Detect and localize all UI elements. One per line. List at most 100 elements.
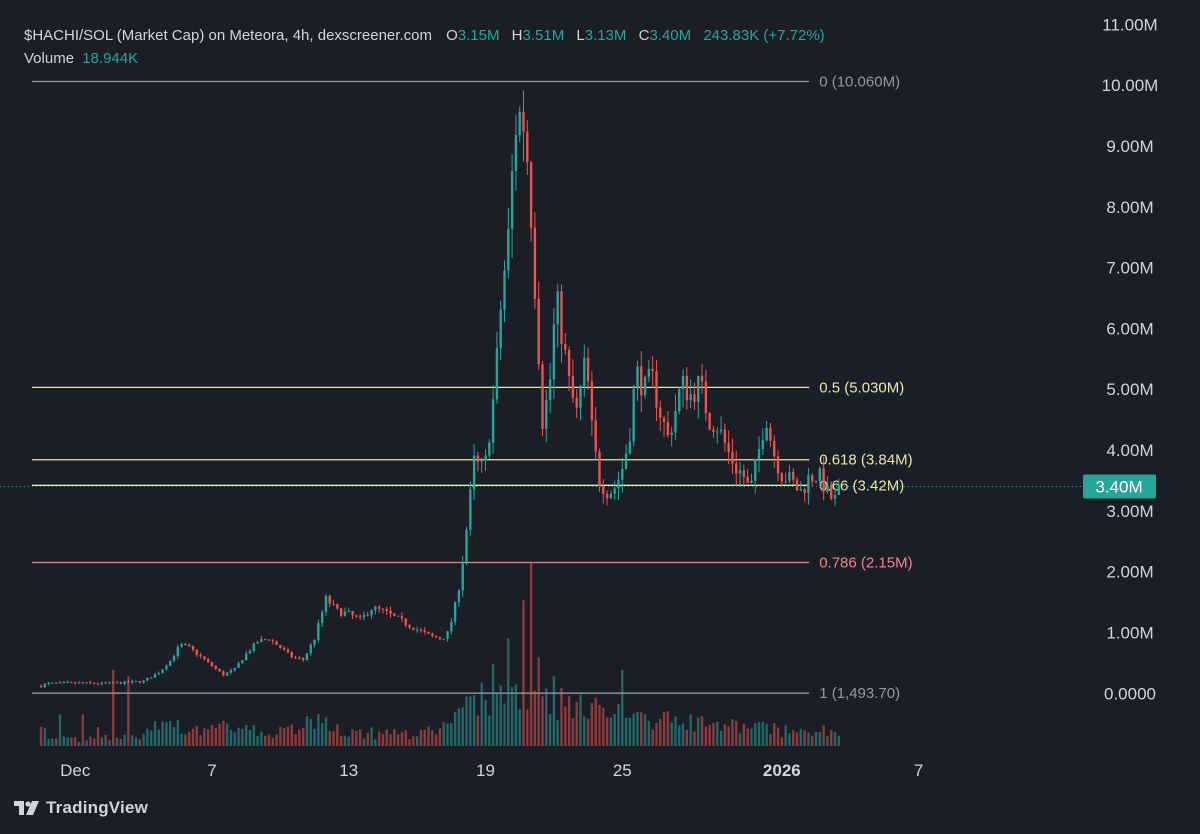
volume-bar [533,690,537,746]
volume-bar [233,732,236,746]
volume-bar [602,707,605,746]
volume-bar [301,727,305,746]
candle-body [814,480,818,482]
candle-body [461,562,464,591]
candle-body [598,451,601,487]
volume-bar [396,734,400,746]
legend-high-label: H [511,27,523,44]
volume-bar [814,731,818,746]
volume-bar [324,717,328,746]
candle-body [548,379,552,400]
volume-bar [678,725,681,746]
candle-body [518,111,521,136]
candle-body [343,611,347,616]
candle-body [210,662,214,667]
fib-level-label: 0.66 (3.42M) [819,477,904,494]
volume-bar [450,723,453,746]
candle-body [282,648,286,650]
candle-body [39,685,43,688]
candle-body [567,350,571,377]
volume-bar [142,733,145,746]
candle-body [47,682,50,685]
candle-body [180,643,183,647]
volume-bar [104,734,107,746]
candle-body [393,613,396,616]
volume-bar [598,704,601,746]
volume-bar [150,730,153,746]
volume-bar [423,729,426,746]
candle-body [267,639,271,641]
candle-body [640,366,643,396]
volume-bar [70,737,73,746]
candle-body [529,162,533,228]
candle-body [442,638,445,640]
candle-body [355,615,358,617]
legend-volume-row: Volume 18.944K [24,47,825,70]
tradingview-logo[interactable]: TradingView [14,798,148,818]
candle-body [286,649,290,653]
legend-low-value: 3.13M [584,27,627,44]
candle-body [226,672,229,676]
candle-body [780,473,784,482]
candle-body [811,475,814,482]
legend-volume-label: Volume [24,50,75,67]
candle-body [131,681,134,683]
volume-bar [628,717,632,746]
candle-body [757,448,761,460]
volume-bar [773,723,776,746]
candle-body [271,640,274,642]
volume-bar [579,694,582,746]
volume-bar [169,721,172,746]
volume-bar [594,697,597,746]
candle-body [510,171,514,229]
candle-body [324,595,328,612]
candle-body [301,658,305,661]
volume-bar [58,714,62,746]
volume-bar [244,725,248,746]
volume-bar [309,718,312,746]
candle-body [666,422,670,436]
candle-body [165,665,168,670]
candle-body [647,368,651,377]
candle-body [252,643,255,651]
volume-bar [697,717,700,746]
candle-body [837,485,841,495]
candle-body [172,656,176,661]
volume-bar [248,729,252,746]
candle-body [176,646,179,657]
candle-body [229,670,233,673]
volume-bar [613,714,616,746]
volume-bar [469,696,472,746]
candle-body [169,660,172,666]
volume-bar [685,729,689,746]
candle-body [792,471,795,480]
y-tick-label: 2.00M [1106,563,1153,582]
y-tick-label: 0.0000 [1104,684,1156,703]
volume-bar [431,730,434,746]
volume-bar [43,727,47,746]
candle-body [484,455,487,460]
volume-bar [567,695,571,746]
candle-body [575,397,578,408]
volume-bar [575,701,578,746]
candle-body [81,682,84,684]
candle-body [738,470,742,474]
candle-body [564,344,567,351]
candle-body [290,652,293,658]
candle-body [655,370,658,408]
volume-bar [719,730,723,746]
candle-body [85,682,88,684]
volume-bar [241,728,244,746]
candle-body [339,608,343,616]
volume-bar [757,722,761,746]
candle-body [438,637,442,640]
candle-body [362,614,366,618]
tradingview-logo-icon [14,801,39,815]
candle-body [723,429,727,443]
volume-bar [172,727,176,746]
candle-body [754,459,757,481]
candle-body [556,291,559,325]
volume-bar [681,723,685,746]
candle-body [408,625,411,628]
